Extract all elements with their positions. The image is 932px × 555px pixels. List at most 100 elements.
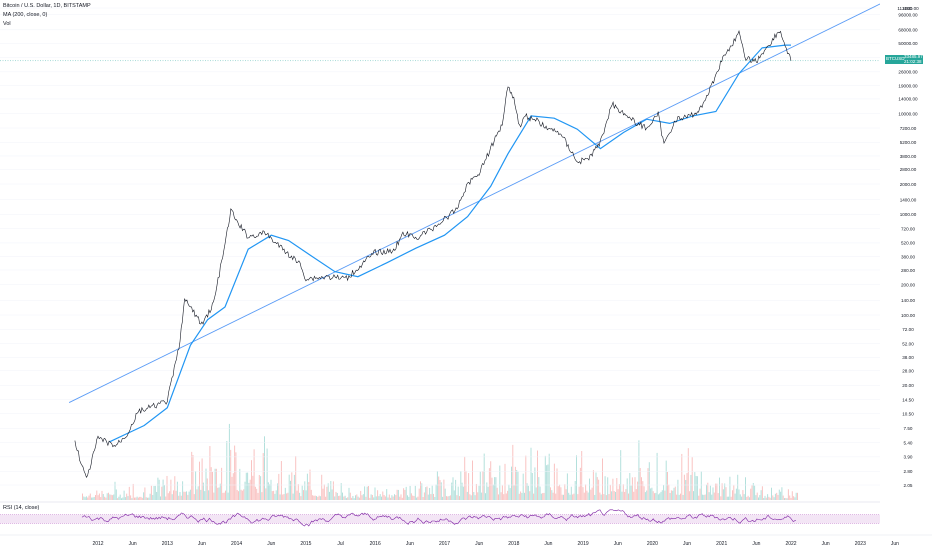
- volume-bar: [438, 476, 440, 500]
- legend-ma[interactable]: MA (200, close, 0): [3, 12, 48, 18]
- rsi-legend[interactable]: RSI (14, close): [3, 505, 40, 511]
- trendline[interactable]: [68, 0, 901, 403]
- volume-bar: [228, 423, 230, 500]
- y-tick-label: 200.00: [901, 283, 915, 288]
- volume-bar: [303, 490, 304, 500]
- volume-bar: [88, 495, 90, 500]
- volume-bar: [82, 493, 83, 500]
- volume-bar: [321, 474, 323, 500]
- volume-bar: [758, 497, 759, 500]
- volume-bar: [629, 473, 631, 500]
- volume-bar: [345, 498, 347, 500]
- volume-bar: [244, 481, 246, 500]
- volume-bar: [750, 488, 752, 500]
- volume-bar: [469, 494, 471, 500]
- volume-bar: [691, 457, 693, 500]
- volume-bar: [538, 477, 540, 500]
- volume-bar: [425, 487, 427, 500]
- volume-bar: [604, 476, 606, 500]
- volume-bar: [403, 488, 405, 500]
- volume-bar: [251, 460, 252, 500]
- volume-bar: [290, 480, 291, 500]
- volume-bar: [150, 485, 152, 500]
- volume-bar: [204, 491, 206, 500]
- volume-bar: [693, 491, 694, 500]
- y-tick-label: 380.00: [901, 254, 915, 259]
- legend-vol[interactable]: Vol: [3, 21, 11, 27]
- y-tick-label: 10000.00: [898, 111, 918, 116]
- volume-bar: [166, 475, 168, 500]
- volume-bar: [481, 492, 483, 500]
- volume-bar: [577, 494, 579, 500]
- volume-bar: [358, 497, 360, 500]
- volume-bar: [87, 497, 89, 500]
- volume-bar: [191, 451, 193, 500]
- volume-bar: [452, 477, 454, 500]
- volume-bar: [737, 474, 739, 500]
- volume-bar: [286, 493, 288, 500]
- volume-bar: [611, 491, 613, 500]
- volume-bar: [776, 492, 778, 500]
- volume-bar: [621, 491, 623, 500]
- volume-bar: [266, 448, 268, 500]
- price-polyline: [74, 29, 792, 478]
- volume-bar: [561, 494, 563, 500]
- volume-bar: [353, 498, 355, 500]
- volume-bar: [517, 471, 519, 500]
- volume-bar: [171, 494, 173, 500]
- volume-bar: [215, 468, 217, 500]
- volume-bar: [252, 475, 254, 500]
- volume-bar: [603, 494, 605, 500]
- x-tick-label: 2023: [855, 541, 866, 547]
- volume-bar: [780, 491, 782, 500]
- volume-bar: [391, 495, 393, 500]
- volume-bar: [680, 493, 681, 500]
- volume-bar: [335, 491, 337, 500]
- volume-bar: [591, 487, 593, 500]
- volume-bar: [659, 493, 661, 500]
- volume-bar: [720, 496, 722, 500]
- volume-bar: [472, 460, 473, 500]
- x-tick-label: Jul: [337, 541, 343, 547]
- volume-bar: [479, 471, 481, 500]
- volume-bar: [187, 494, 189, 500]
- volume-bar: [613, 491, 615, 500]
- volume-bar: [269, 484, 271, 500]
- volume-bar: [487, 486, 489, 500]
- volume-bar: [257, 492, 259, 500]
- volume-bar: [196, 489, 198, 500]
- volume-bar: [418, 488, 420, 500]
- volume-bar: [339, 495, 341, 500]
- volume-bar: [284, 487, 286, 500]
- volume-bar: [494, 477, 496, 500]
- ma-polyline: [109, 44, 791, 443]
- volume-bar: [274, 493, 276, 500]
- time-axis[interactable]: 2012 Jun 2013 Jun 2014 Jun 2015 Jul 2016 Jun 2017 J…: [0, 534, 932, 547]
- volume-bar: [364, 486, 366, 500]
- volume-bar: [773, 497, 775, 500]
- volume-bar: [449, 495, 451, 500]
- volume-bar: [370, 494, 372, 500]
- volume-bar: [371, 494, 373, 500]
- volume-bar: [527, 485, 529, 500]
- volume-bar: [791, 491, 793, 500]
- volume-bar: [431, 485, 433, 500]
- volume-bar: [218, 487, 220, 500]
- volume-bar: [379, 494, 381, 500]
- volume-bar: [327, 483, 329, 500]
- volume-bar: [395, 495, 397, 500]
- volume-bar: [669, 492, 671, 500]
- volume-bar: [461, 482, 463, 500]
- volume-bar: [550, 487, 551, 500]
- rsi-polyline: [81, 509, 797, 527]
- volume-bar: [147, 497, 148, 500]
- y-tick-label: 2800.00: [900, 167, 917, 172]
- volume-bar: [444, 488, 446, 500]
- price-axis[interactable]: 112000.0096000.0068000.0050000.0036000.0…: [880, 0, 932, 550]
- volume-bar: [708, 492, 710, 500]
- volume-bar: [118, 496, 120, 500]
- x-tick-label: Jun: [683, 541, 691, 547]
- volume-bar: [136, 496, 138, 500]
